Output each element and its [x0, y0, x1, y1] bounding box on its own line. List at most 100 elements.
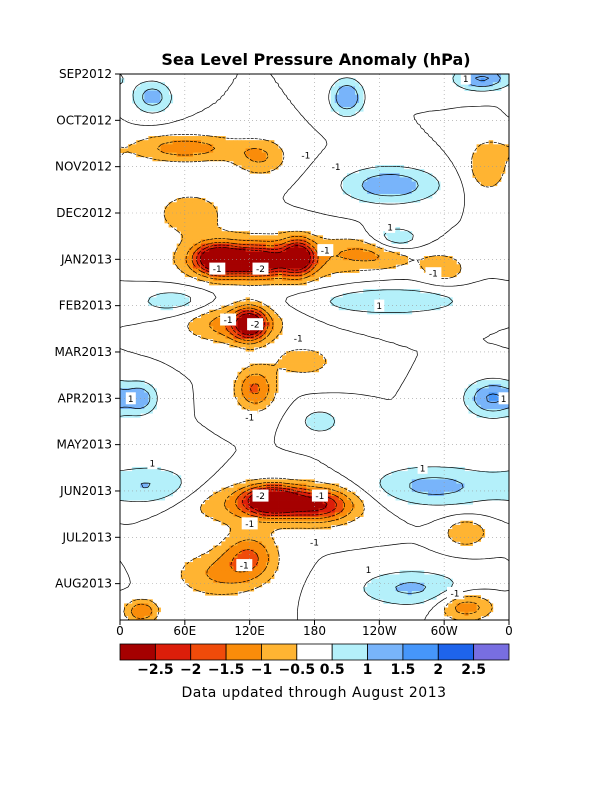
heatmap-cell: [472, 165, 477, 170]
heatmap-cell: [221, 251, 226, 257]
heatmap-cell: [144, 599, 149, 604]
heatmap-cell: [504, 380, 510, 385]
heatmap-cell: [278, 156, 283, 162]
heatmap-cell: [282, 500, 287, 505]
heatmap-cell: [132, 94, 137, 100]
heatmap-cell: [249, 165, 255, 170]
heatmap-cell: [363, 586, 368, 592]
heatmap-cell: [241, 268, 247, 273]
heatmap-cell: [496, 413, 502, 418]
heatmap-cell: [241, 264, 247, 269]
heatmap-cell: [257, 570, 263, 575]
heatmap-cell: [249, 256, 255, 261]
heatmap-cell: [229, 305, 234, 311]
heatmap-cell: [387, 475, 392, 480]
heatmap-cell: [176, 256, 182, 261]
heatmap-cell: [205, 210, 210, 216]
heatmap-cell: [213, 136, 218, 141]
heatmap-cell: [237, 384, 242, 389]
heatmap-cell: [140, 400, 145, 406]
contour-label: -2: [256, 492, 265, 502]
heatmap-cell: [383, 198, 388, 203]
heatmap-cell: [233, 342, 238, 348]
heatmap-cell: [496, 144, 502, 149]
heatmap-cell: [241, 371, 247, 377]
heatmap-cell: [278, 508, 283, 513]
heatmap-cell: [448, 607, 453, 613]
heatmap-cell: [273, 268, 279, 273]
heatmap-cell: [456, 529, 461, 534]
heatmap-cell: [241, 342, 247, 348]
heatmap-cell: [492, 173, 498, 178]
heatmap-cell: [152, 607, 157, 613]
contour-label-background: [247, 318, 264, 331]
heatmap-cell: [217, 251, 222, 257]
heatmap-cell: [427, 185, 433, 191]
heatmap-cell: [221, 148, 226, 153]
heatmap-cell: [294, 524, 299, 530]
heatmap-cell: [383, 181, 388, 187]
contour-label: 1: [463, 75, 469, 85]
heatmap-cell: [282, 491, 287, 497]
heatmap-cell: [156, 140, 161, 145]
contour-label: -1: [301, 152, 310, 162]
heatmap-cell: [326, 495, 332, 501]
heatmap-cell: [201, 570, 206, 575]
heatmap-cell: [188, 144, 194, 149]
heatmap-cell: [261, 243, 267, 249]
colorbar-label: −0.5: [279, 662, 316, 678]
heatmap-cell: [355, 94, 360, 100]
heatmap-cell: [407, 599, 413, 604]
heatmap-cell: [152, 86, 157, 91]
heatmap-cell: [128, 475, 133, 480]
contour-label-background: [363, 563, 374, 576]
heatmap-cell: [363, 173, 368, 178]
heatmap-cell: [403, 173, 409, 178]
heatmap-cell: [201, 156, 206, 162]
heatmap-cell: [257, 272, 263, 278]
heatmap-cell: [334, 487, 340, 493]
heatmap-cell: [225, 562, 230, 567]
heatmap-cell: [180, 301, 186, 307]
heatmap-cell: [237, 334, 242, 340]
heatmap-cell: [476, 86, 482, 91]
heatmap-cell: [205, 500, 210, 505]
heatmap-cell: [180, 247, 186, 253]
heatmap-cell: [379, 177, 384, 182]
heatmap-cell: [253, 504, 259, 509]
heatmap-cell: [229, 272, 234, 278]
heatmap-cell: [253, 280, 259, 286]
heatmap-cell: [269, 148, 275, 153]
heatmap-cell: [225, 239, 230, 244]
heatmap-cell: [468, 487, 473, 493]
heatmap-cell: [359, 297, 364, 302]
heatmap-cell: [383, 574, 388, 580]
heatmap-cell: [476, 173, 482, 178]
heatmap-cell: [367, 289, 372, 294]
heatmap-cell: [302, 491, 307, 497]
heatmap-cell: [330, 94, 336, 100]
heatmap-cell: [456, 78, 461, 83]
heatmap-cell: [456, 537, 461, 542]
heatmap-cell: [383, 301, 388, 307]
heatmap-cell: [205, 318, 210, 323]
heatmap-cell: [245, 272, 251, 278]
heatmap-cell: [241, 404, 247, 410]
heatmap-cell: [286, 495, 291, 501]
heatmap-cell: [196, 330, 202, 335]
heatmap-cell: [237, 342, 242, 348]
heatmap-cell: [395, 193, 400, 199]
heatmap-cell: [233, 148, 238, 153]
heatmap-cell: [245, 545, 251, 551]
heatmap-cell: [326, 417, 332, 422]
heatmap-cell: [419, 301, 425, 307]
heatmap-cell: [464, 599, 469, 604]
heatmap-cell: [492, 479, 498, 484]
heatmap-cell: [156, 90, 161, 96]
heatmap-cell: [156, 301, 161, 307]
heatmap-cell: [253, 541, 259, 546]
heatmap-cell: [359, 185, 364, 191]
heatmap-cell: [136, 603, 141, 608]
heatmap-cell: [480, 599, 486, 604]
heatmap-cell: [273, 512, 279, 517]
